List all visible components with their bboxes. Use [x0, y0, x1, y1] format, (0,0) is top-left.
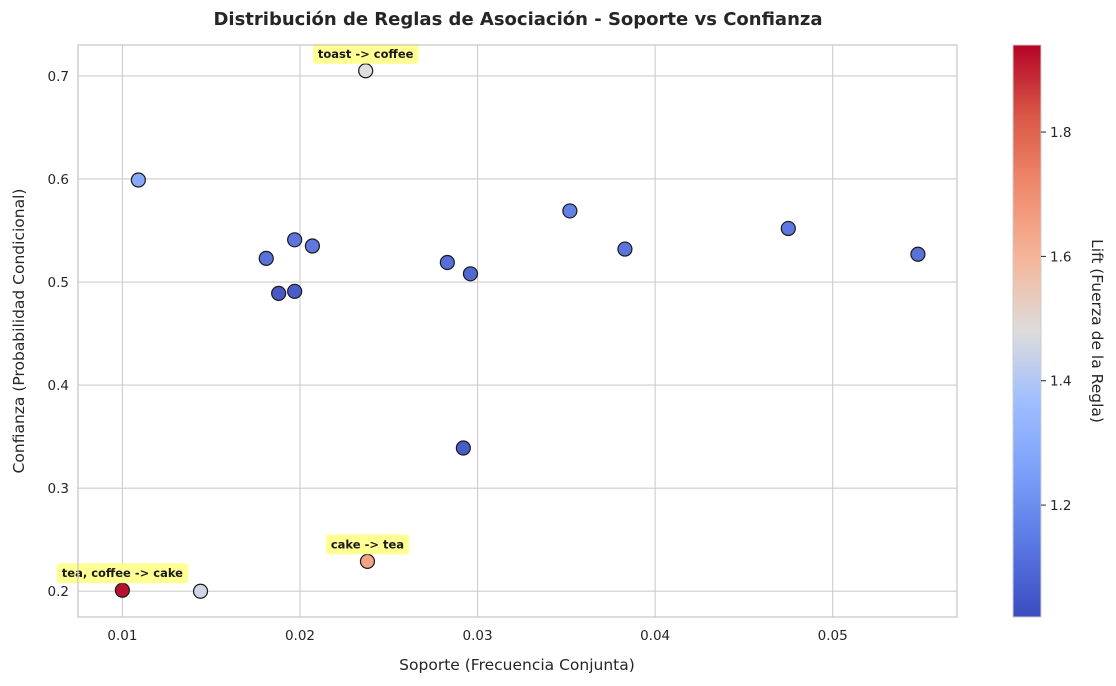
data-points	[114, 63, 926, 599]
data-point	[562, 203, 578, 219]
x-tick-label: 0.05	[818, 628, 848, 644]
annotation-label: tea, coffee -> cake	[62, 566, 183, 580]
colorbar-tick-label: 1.2	[1050, 498, 1071, 514]
colorbar-tick-label: 1.6	[1050, 249, 1071, 265]
y-tick-label: 0.3	[48, 481, 69, 497]
annotation-box	[56, 563, 189, 584]
y-tick-label: 0.6	[48, 172, 69, 188]
y-tick-label: 0.7	[48, 69, 69, 85]
data-point	[287, 232, 303, 248]
data-point	[130, 172, 146, 188]
x-tick-label: 0.02	[285, 628, 315, 644]
annotation-box	[312, 43, 419, 64]
x-tick-label: 0.03	[463, 628, 493, 644]
y-tick-label: 0.2	[48, 584, 69, 600]
y-tick-label: 0.5	[48, 275, 69, 291]
point-annotation: tea, coffee -> cake	[56, 563, 189, 584]
data-point	[258, 250, 274, 266]
data-point	[462, 266, 479, 282]
data-point	[439, 254, 455, 271]
data-point	[359, 553, 376, 569]
data-point	[910, 246, 926, 262]
data-point	[287, 283, 303, 299]
x-tick-label: 0.04	[640, 628, 670, 644]
grid-lines	[78, 45, 957, 617]
data-point	[358, 63, 374, 79]
annotation-label: cake -> tea	[331, 537, 404, 551]
chart-title: Distribución de Reglas de Asociación - S…	[213, 9, 822, 30]
colorbar-tick-label: 1.8	[1050, 125, 1071, 141]
data-point	[304, 238, 320, 254]
plot-frame	[77, 44, 958, 618]
x-axis-label: Soporte (Frecuencia Conjunta)	[399, 656, 635, 674]
y-tick-label: 0.4	[48, 378, 69, 394]
colorbar-label: Lift (Fuerza de la Regla)	[1088, 239, 1106, 423]
colorbar-tick-label: 1.4	[1050, 374, 1071, 390]
annotation-label: toast -> coffee	[318, 47, 414, 61]
point-annotation: toast -> coffee	[312, 43, 419, 64]
colorbar: 1.2 1.4 1.6 1.8 Lift (Fuerza de la Regla)	[1012, 44, 1106, 618]
colorbar-gradient	[1012, 44, 1042, 618]
data-point	[114, 582, 130, 598]
data-point	[455, 440, 471, 456]
x-tick-label: 0.01	[107, 628, 137, 644]
data-point	[617, 241, 633, 257]
data-point	[780, 220, 796, 237]
point-annotation: cake -> tea	[325, 534, 410, 555]
annotation-box	[325, 534, 410, 555]
y-axis-label: Confianza (Probabilidad Condicional)	[10, 189, 28, 474]
colorbar-ticks: 1.2 1.4 1.6 1.8	[1041, 125, 1071, 514]
data-point	[271, 285, 287, 301]
annotations: toast -> coffee cake -> tea tea, coffee ->…	[56, 43, 419, 584]
tick-labels: 0.01 0.02 0.03 0.04 0.05 0.2 0.3 0.4 0.5 0.6 0.7	[48, 69, 848, 644]
data-point	[192, 583, 209, 599]
